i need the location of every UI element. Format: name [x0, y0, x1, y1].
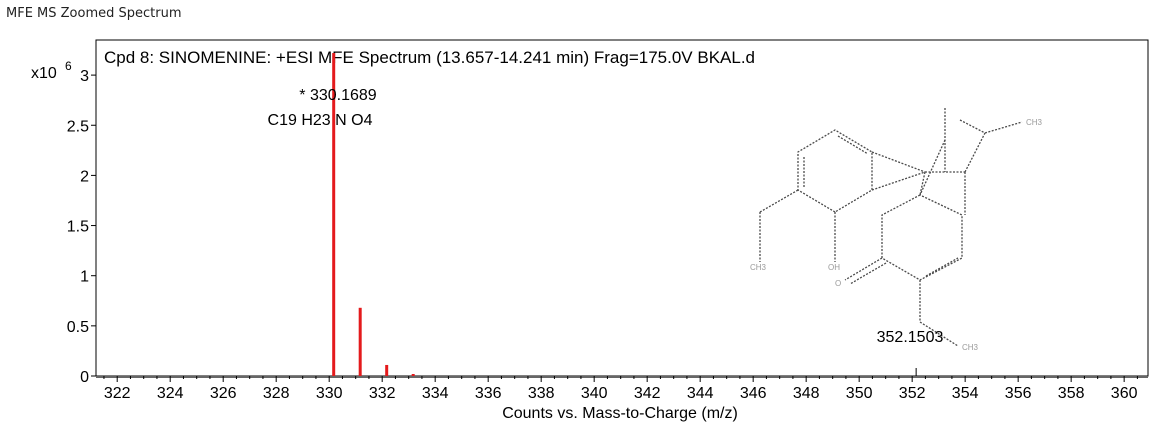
y-tick-label: 2 [80, 168, 89, 185]
y-tick-label: 3 [80, 68, 89, 85]
structure-atom-label: O [835, 279, 841, 288]
structure-bond [964, 132, 986, 173]
x-tick-label: 360 [1111, 385, 1138, 402]
marker-mz-label: 352.1503 [877, 329, 944, 346]
structure-bond [925, 257, 959, 277]
x-tick-label: 342 [634, 385, 661, 402]
x-tick-label: 336 [475, 385, 502, 402]
x-tick-label: 338 [528, 385, 555, 402]
x-tick-label: 356 [1005, 385, 1032, 402]
y-exponent-base: x10 [31, 65, 57, 82]
structure-bond [849, 262, 887, 285]
y-tick-label: 2.5 [67, 118, 89, 135]
structure-atom-label: CH3 [1026, 118, 1043, 127]
x-axis: 322 324 326 328 330 332 334 336 338 340 342 344 346 3… [96, 368, 1148, 402]
peaks [332, 53, 415, 376]
x-tick-label: 350 [846, 385, 873, 402]
x-tick-label: 322 [104, 385, 131, 402]
structure-atom-label: OH [828, 263, 840, 272]
structure-bond [837, 135, 869, 155]
structure-bond [959, 119, 986, 134]
structure-bond [844, 257, 883, 281]
peak-bar [358, 307, 362, 376]
y-tick-label: 0.5 [67, 319, 89, 336]
structure-bond [919, 321, 959, 347]
x-tick-label: 340 [581, 385, 608, 402]
structure-bond [871, 171, 926, 191]
x-tick-label: 334 [422, 385, 449, 402]
x-tick-label: 332 [369, 385, 396, 402]
window-title: MFE MS Zoomed Spectrum [6, 6, 182, 21]
y-exponent-power: 6 [65, 59, 72, 73]
x-tick-label: 352 [899, 385, 926, 402]
x-tick-label: 354 [952, 385, 979, 402]
y-tick-label: 1.5 [67, 219, 89, 236]
peak-bar [332, 53, 336, 376]
structure-bond [759, 189, 799, 213]
y-tick-label: 1 [80, 269, 89, 286]
x-axis-label: Counts vs. Mass-to-Charge (m/z) [502, 405, 738, 422]
x-tick-label: 326 [210, 385, 237, 402]
peak-bar [385, 364, 389, 376]
x-tick-label: 346 [740, 385, 767, 402]
structure-ring-lower [881, 194, 963, 281]
structure-atom-labels: CH3 CH3 OH O CH3 [750, 118, 1043, 352]
x-tick-label: 328 [263, 385, 290, 402]
y-tick-label: 0 [80, 369, 89, 386]
y-exponent-label: x10 6 [31, 59, 72, 82]
x-tick-label: 324 [157, 385, 184, 402]
structure-bond [984, 121, 1023, 134]
y-axis: 0 0.5 1 1.5 2 2.5 3 [67, 68, 96, 386]
structure-ring-aromatic [797, 129, 873, 213]
structure-bond [871, 151, 926, 173]
structure-bond [919, 139, 946, 196]
x-tick-label: 330 [316, 385, 343, 402]
chart-title: Cpd 8: SINOMENINE: +ESI MFE Spectrum (13… [104, 48, 755, 67]
structure-diagram [759, 108, 1023, 347]
x-tick-label: 348 [793, 385, 820, 402]
plot-frame [95, 39, 1149, 377]
structure-atom-label: CH3 [962, 343, 979, 352]
peak-formula-annotation: C19 H23 N O4 [268, 112, 373, 129]
structure-bond [919, 171, 926, 196]
x-tick-label: 344 [687, 385, 714, 402]
peak-bar [411, 373, 415, 376]
x-tick-label: 358 [1058, 385, 1085, 402]
structure-atom-label: CH3 [750, 263, 767, 272]
peak-mz-annotation: * 330.1689 [299, 87, 377, 104]
